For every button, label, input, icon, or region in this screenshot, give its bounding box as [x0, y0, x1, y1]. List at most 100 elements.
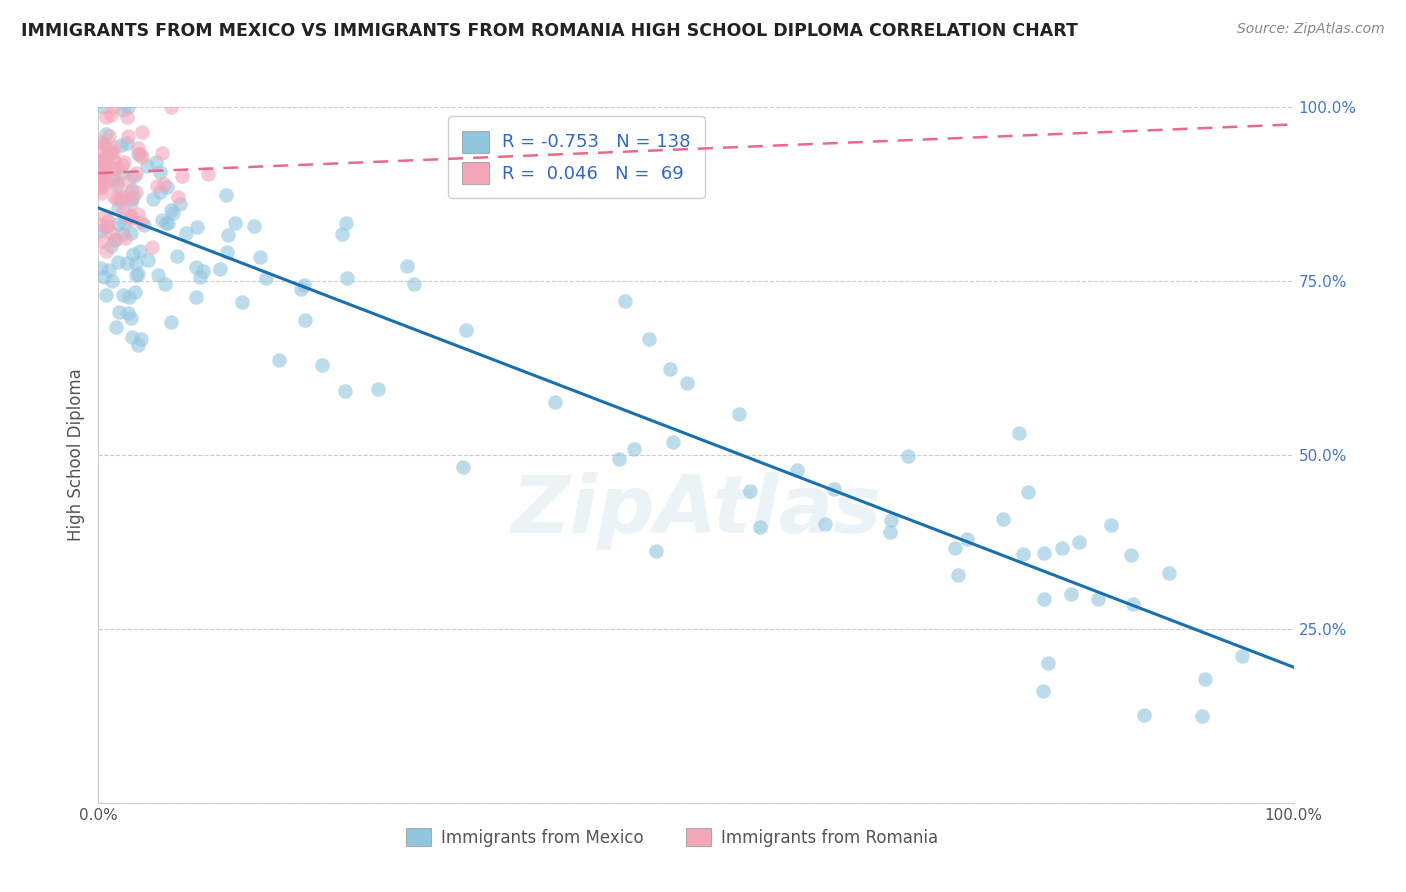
Point	[91, 180, 114, 194]
Point	[103, 140, 125, 154]
Point	[146, 268, 169, 283]
Point	[292, 278, 315, 293]
Point	[125, 256, 148, 270]
Point	[101, 145, 124, 160]
Point	[1067, 535, 1090, 549]
Point	[131, 125, 153, 139]
Point	[89, 151, 111, 165]
Point	[125, 185, 148, 199]
Point	[125, 268, 148, 283]
Point	[141, 192, 163, 206]
Point	[120, 209, 142, 223]
Point	[943, 541, 966, 555]
Point	[112, 190, 135, 204]
Point	[96, 220, 118, 235]
Point	[727, 407, 749, 421]
Point	[880, 513, 903, 527]
Point	[153, 177, 176, 191]
Point	[89, 218, 111, 232]
Point	[89, 179, 111, 194]
Point	[111, 158, 134, 172]
Point	[89, 161, 111, 175]
Point	[215, 188, 238, 202]
Point	[676, 376, 699, 391]
Point	[94, 244, 117, 258]
Point	[91, 234, 114, 248]
Point	[129, 244, 152, 258]
Point	[120, 192, 142, 206]
Point	[127, 140, 149, 154]
Point	[121, 183, 143, 197]
Point	[121, 190, 143, 204]
Point	[98, 263, 121, 277]
Point	[110, 138, 132, 153]
Point	[956, 533, 979, 547]
Point	[174, 227, 197, 241]
Point	[90, 174, 112, 188]
Point	[91, 178, 114, 192]
Point	[96, 219, 118, 234]
Point	[152, 213, 174, 227]
Point	[90, 260, 112, 275]
Point	[993, 511, 1015, 525]
Point	[330, 227, 353, 241]
Point	[454, 323, 477, 337]
Point	[148, 185, 170, 199]
Point	[120, 211, 142, 226]
Point	[879, 524, 901, 539]
Point	[100, 145, 122, 160]
Point	[103, 153, 125, 168]
Point	[100, 226, 122, 240]
Point	[623, 442, 645, 457]
Point	[659, 361, 682, 376]
Text: IMMIGRANTS FROM MEXICO VS IMMIGRANTS FROM ROMANIA HIGH SCHOOL DIPLOMA CORRELATIO: IMMIGRANTS FROM MEXICO VS IMMIGRANTS FRO…	[21, 22, 1078, 40]
Point	[335, 384, 357, 398]
Point	[1017, 484, 1039, 499]
Point	[153, 277, 176, 292]
Point	[160, 100, 183, 114]
Point	[104, 319, 127, 334]
Point	[160, 202, 183, 217]
Point	[97, 141, 120, 155]
Point	[93, 270, 115, 285]
Point	[129, 146, 152, 161]
Point	[1036, 656, 1059, 670]
Point	[117, 186, 139, 201]
Point	[149, 165, 172, 179]
Point	[94, 154, 117, 169]
Point	[167, 190, 190, 204]
Point	[121, 330, 143, 344]
Point	[111, 202, 134, 217]
Point	[186, 220, 208, 235]
Point	[1133, 708, 1156, 723]
Point	[89, 136, 111, 150]
Point	[104, 179, 127, 194]
Point	[1032, 546, 1054, 560]
Point	[104, 232, 127, 246]
Point	[112, 103, 135, 117]
Point	[111, 227, 134, 242]
Point	[101, 100, 124, 114]
Point	[186, 290, 208, 304]
Point	[740, 484, 762, 499]
Text: Source: ZipAtlas.com: Source: ZipAtlas.com	[1237, 22, 1385, 37]
Point	[231, 294, 253, 309]
Point	[129, 332, 152, 346]
Point	[120, 209, 142, 223]
Point	[1060, 587, 1083, 601]
Point	[122, 169, 145, 183]
Point	[127, 207, 149, 221]
Point	[1157, 566, 1180, 580]
Point	[114, 231, 136, 245]
Point	[662, 435, 685, 450]
Point	[122, 246, 145, 260]
Point	[91, 153, 114, 168]
Point	[1050, 541, 1073, 556]
Point	[111, 166, 134, 180]
Point	[367, 382, 389, 396]
Point	[294, 313, 316, 327]
Text: ZipAtlas: ZipAtlas	[510, 472, 882, 549]
Point	[404, 277, 426, 292]
Point	[117, 306, 139, 320]
Point	[638, 332, 661, 346]
